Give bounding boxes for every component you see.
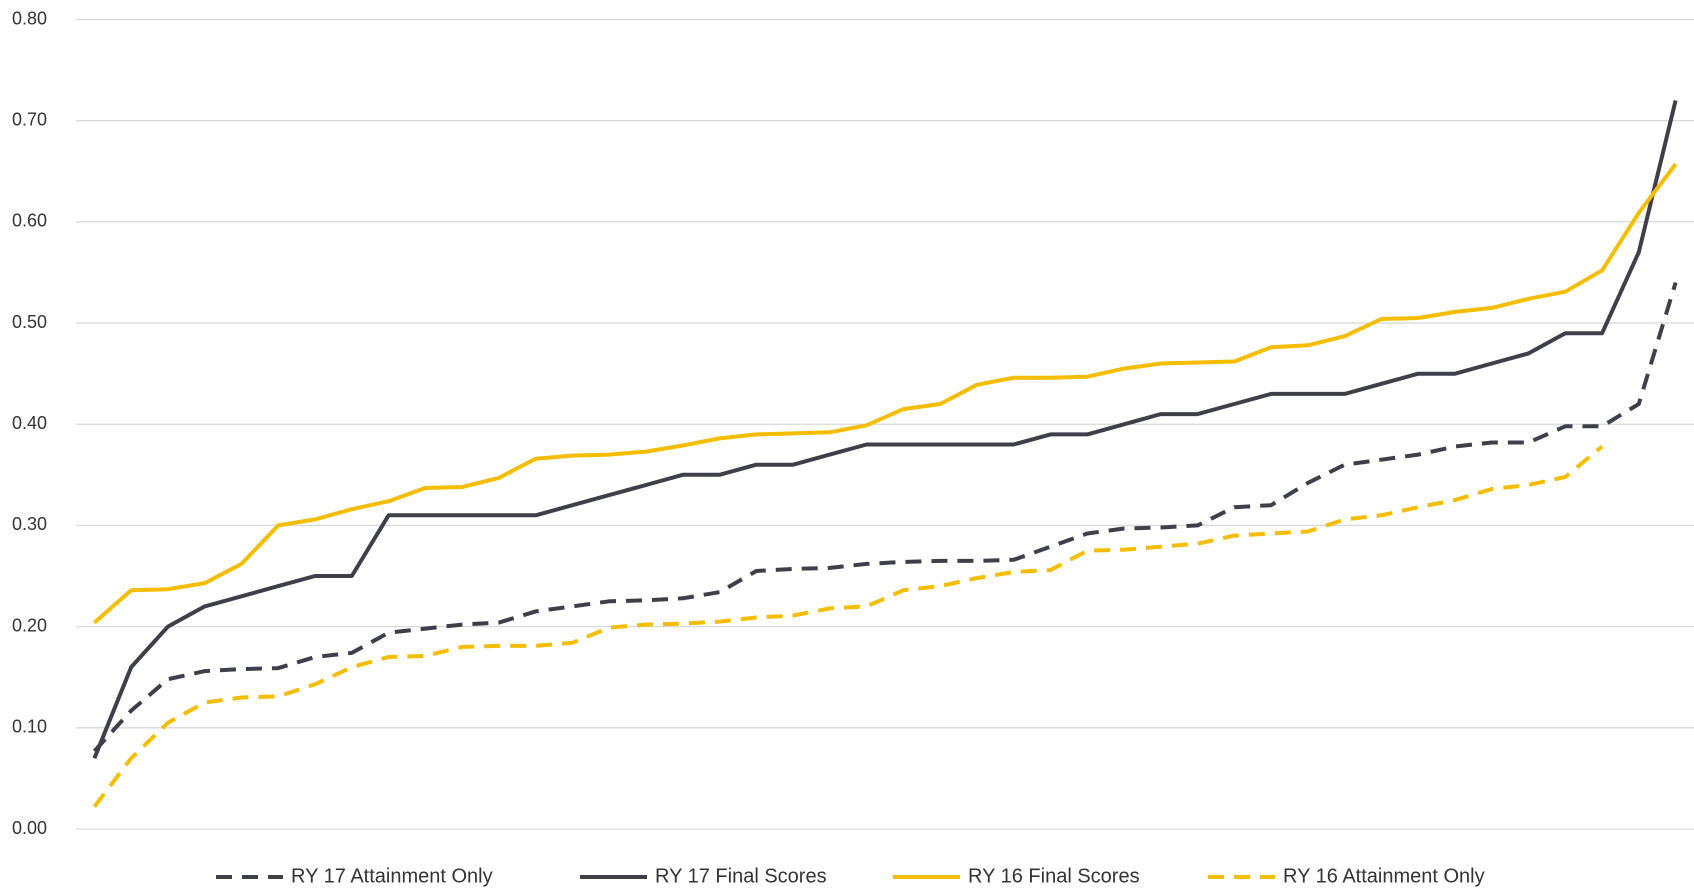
y-tick-label: 0.80 xyxy=(12,8,47,28)
y-tick-label: 0.60 xyxy=(12,211,47,231)
series-line xyxy=(92,100,1678,759)
y-tick-label: 0.30 xyxy=(12,514,47,534)
y-tick-label: 0.10 xyxy=(12,717,47,737)
series-line xyxy=(92,282,1678,753)
legend-label: RY 16 Attainment Only xyxy=(1283,865,1485,887)
y-tick-label: 0.70 xyxy=(12,109,47,129)
legend-label: RY 17 Attainment Only xyxy=(291,865,493,887)
y-tick-label: 0.00 xyxy=(12,818,47,838)
y-tick-label: 0.50 xyxy=(12,312,47,332)
series-line xyxy=(92,444,1604,808)
series-line xyxy=(93,162,1678,625)
legend-label: RY 17 Final Scores xyxy=(655,865,827,887)
y-tick-label: 0.40 xyxy=(12,413,47,433)
y-tick-label: 0.20 xyxy=(12,615,47,635)
legend-label: RY 16 Final Scores xyxy=(968,865,1140,887)
